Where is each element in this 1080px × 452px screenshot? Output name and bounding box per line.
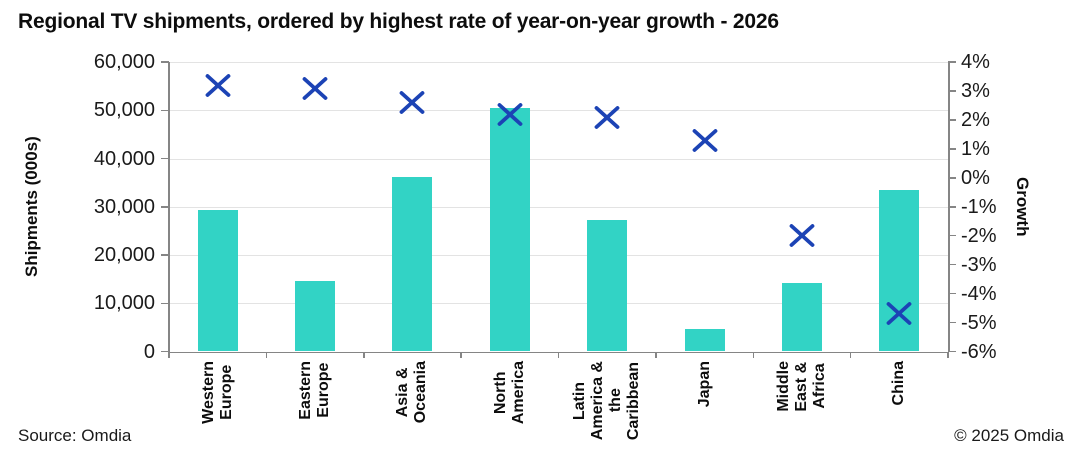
left-axis-tick bbox=[161, 206, 169, 208]
category-axis-tick bbox=[460, 351, 462, 358]
category-label-text: Japan bbox=[695, 361, 713, 408]
chart-title: Regional TV shipments, ordered by highes… bbox=[18, 10, 779, 33]
category-label-middle-east-africa: Middle East & Africa bbox=[753, 361, 850, 449]
category-label-text: Western Europe bbox=[199, 361, 235, 424]
bar-eastern-europe bbox=[295, 280, 336, 352]
category-axis-tick bbox=[752, 351, 754, 358]
left-axis-tick-label: 20,000 bbox=[93, 244, 155, 266]
growth-marker-china bbox=[884, 300, 914, 327]
x-marker-icon bbox=[789, 224, 815, 248]
right-axis-tick bbox=[948, 61, 956, 63]
source-note: Source: Omdia bbox=[18, 426, 132, 445]
category-label-text: Latin America & the Caribbean bbox=[571, 361, 643, 441]
right-axis-tick-label: -3% bbox=[961, 253, 997, 276]
right-axis-tick-label: -6% bbox=[961, 340, 997, 363]
bar-japan bbox=[684, 328, 725, 352]
left-axis-tick-label: 30,000 bbox=[93, 195, 155, 218]
growth-marker-japan bbox=[690, 127, 720, 154]
gridline bbox=[169, 158, 948, 160]
growth-marker-western-europe bbox=[203, 72, 233, 99]
left-axis-tick-label: 40,000 bbox=[93, 147, 155, 170]
category-label-text: North America bbox=[491, 361, 527, 425]
category-axis-tick bbox=[849, 351, 852, 358]
right-axis-tick bbox=[948, 292, 956, 295]
category-label-text: Middle East & Africa bbox=[774, 361, 828, 412]
left-axis-tick-label: 60,000 bbox=[93, 51, 155, 73]
left-axis-tick-label: 0 bbox=[143, 340, 155, 363]
right-axis-tick-label: -4% bbox=[961, 282, 997, 305]
bar-latin-america-the-caribbean bbox=[587, 219, 628, 352]
category-axis-tick bbox=[363, 351, 365, 358]
bar-western-europe bbox=[197, 210, 238, 352]
right-axis-tick bbox=[948, 234, 956, 237]
category-label-china: China bbox=[851, 361, 948, 449]
right-axis-tick bbox=[948, 321, 956, 324]
x-marker-icon bbox=[205, 73, 231, 97]
growth-marker-north-america bbox=[495, 101, 525, 128]
right-axis-tick-label: -1% bbox=[961, 195, 997, 218]
right-axis-tick bbox=[948, 148, 956, 150]
category-label-north-america: North America bbox=[461, 361, 558, 449]
right-axis-tick-label: 0% bbox=[961, 166, 990, 189]
bar-china bbox=[879, 190, 920, 352]
left-axis-tick bbox=[161, 109, 169, 111]
bar-asia-oceania bbox=[392, 177, 433, 352]
growth-marker-latin-america-the-caribbean bbox=[592, 104, 622, 131]
x-marker-icon bbox=[497, 102, 523, 126]
gridline bbox=[169, 62, 948, 63]
plot-area bbox=[168, 62, 950, 353]
x-marker-icon bbox=[692, 128, 717, 152]
right-axis-title: Growth bbox=[1013, 177, 1032, 237]
gridline bbox=[169, 303, 948, 305]
category-label-latin-america-the-caribbean: Latin America & the Caribbean bbox=[559, 361, 656, 449]
left-axis-tick-label: 50,000 bbox=[93, 99, 155, 122]
category-axis-tick bbox=[168, 351, 170, 358]
category-label-japan: Japan bbox=[656, 361, 753, 449]
growth-marker-asia-oceania bbox=[397, 89, 427, 116]
bar-middle-east-africa bbox=[781, 282, 822, 352]
category-label-asia-oceania: Asia & Oceania bbox=[364, 361, 461, 449]
category-axis-tick bbox=[655, 351, 657, 358]
left-axis-tick-label: 10,000 bbox=[93, 292, 155, 315]
x-marker-icon bbox=[886, 302, 912, 326]
left-axis-tick bbox=[161, 302, 169, 304]
gridline bbox=[169, 255, 948, 256]
bar-north-america bbox=[489, 107, 530, 352]
right-axis-tick-label: 1% bbox=[961, 137, 990, 160]
category-label-eastern-europe: Eastern Europe bbox=[266, 361, 363, 449]
right-axis-tick bbox=[948, 119, 956, 121]
growth-marker-middle-east-africa bbox=[787, 222, 817, 249]
right-axis-tick bbox=[948, 206, 956, 208]
right-axis-tick-label: -5% bbox=[961, 311, 997, 334]
category-label-text: Asia & Oceania bbox=[394, 361, 430, 424]
gridline bbox=[169, 110, 948, 112]
right-axis-tick-label: 4% bbox=[961, 51, 990, 73]
right-axis-tick bbox=[948, 350, 956, 353]
right-axis-tick bbox=[948, 90, 956, 92]
right-axis-tick-label: 3% bbox=[961, 79, 990, 102]
gridline bbox=[169, 206, 948, 208]
left-axis-tick bbox=[161, 350, 169, 353]
category-axis-tick bbox=[947, 351, 949, 358]
x-marker-icon bbox=[302, 76, 328, 100]
x-marker-icon bbox=[400, 91, 425, 114]
growth-marker-eastern-europe bbox=[300, 75, 330, 102]
left-axis-tick bbox=[161, 157, 169, 160]
x-marker-icon bbox=[594, 105, 620, 129]
right-axis-tick-label: -2% bbox=[961, 224, 997, 247]
right-axis-tick bbox=[948, 177, 956, 179]
right-axis-tick-label: 2% bbox=[961, 108, 990, 131]
left-axis-tick bbox=[161, 61, 169, 63]
category-label-text: China bbox=[890, 361, 908, 406]
copyright-note: © 2025 Omdia bbox=[954, 426, 1064, 445]
right-axis-tick bbox=[948, 263, 956, 266]
category-label-text: Eastern Europe bbox=[296, 361, 333, 420]
category-axis-tick bbox=[265, 351, 268, 358]
category-label-western-europe: Western Europe bbox=[169, 361, 266, 449]
category-axis-tick bbox=[557, 351, 560, 358]
left-axis-tick bbox=[161, 254, 169, 256]
